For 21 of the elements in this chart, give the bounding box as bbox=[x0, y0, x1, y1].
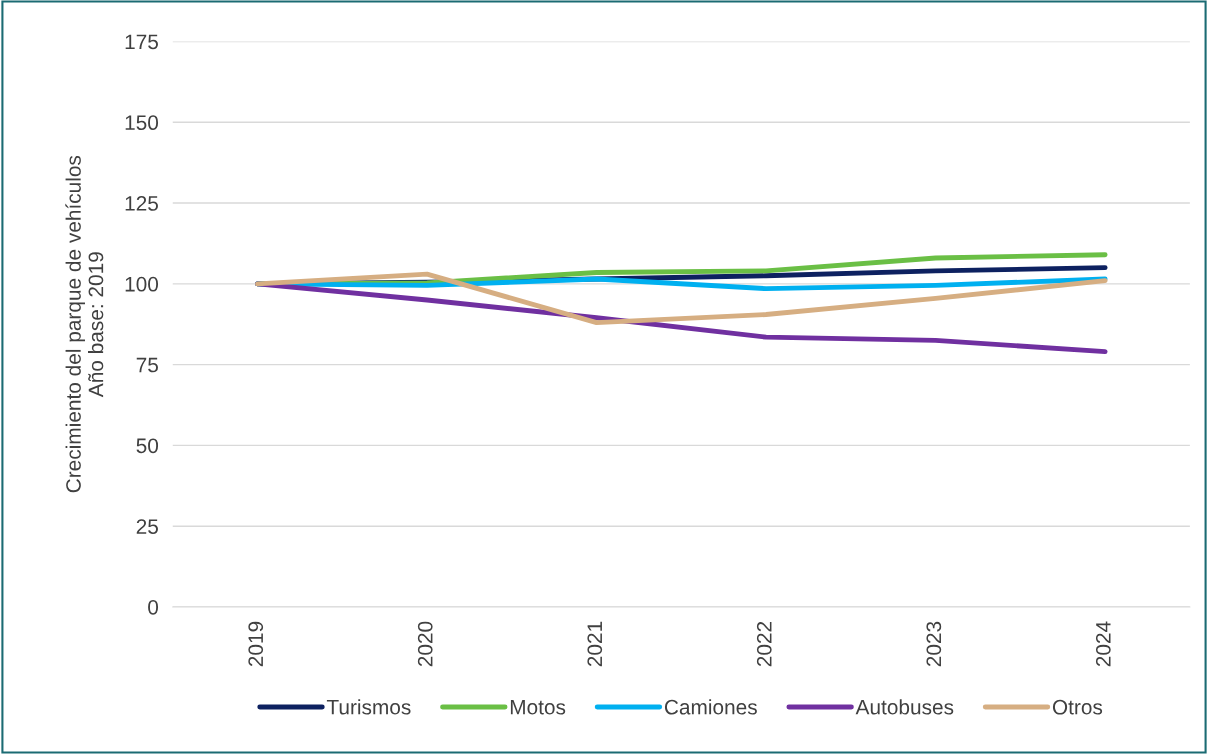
y-tick-label: 75 bbox=[136, 357, 158, 373]
legend-label: Camiones bbox=[664, 699, 757, 715]
y-tick-label: 50 bbox=[136, 438, 159, 454]
y-axis-title: Crecimiento del parque de vehículos Año base: 2019 bbox=[65, 155, 104, 493]
x-tick-label: 2022 bbox=[756, 621, 772, 667]
y-tick-label: 175 bbox=[125, 34, 158, 50]
x-tick-label: 2020 bbox=[417, 621, 433, 667]
y-tick-label: 150 bbox=[125, 115, 159, 131]
y-tick-label: 125 bbox=[125, 196, 158, 211]
x-tick-label: 2023 bbox=[926, 621, 942, 667]
legend-label: Turismos bbox=[326, 699, 411, 715]
x-tick-label: 2021 bbox=[587, 621, 603, 667]
legend-label: Autobuses bbox=[855, 699, 954, 715]
x-tick-label: 2024 bbox=[1095, 621, 1111, 667]
x-tick-label: 2019 bbox=[248, 621, 264, 667]
y-tick-label: 25 bbox=[136, 519, 158, 534]
line-series bbox=[255, 271, 1108, 326]
legend-label: Motos bbox=[510, 700, 566, 715]
legend-label: Otros bbox=[1052, 699, 1103, 715]
y-tick-label: 0 bbox=[148, 599, 159, 615]
y-tick-label: 100 bbox=[125, 276, 159, 292]
